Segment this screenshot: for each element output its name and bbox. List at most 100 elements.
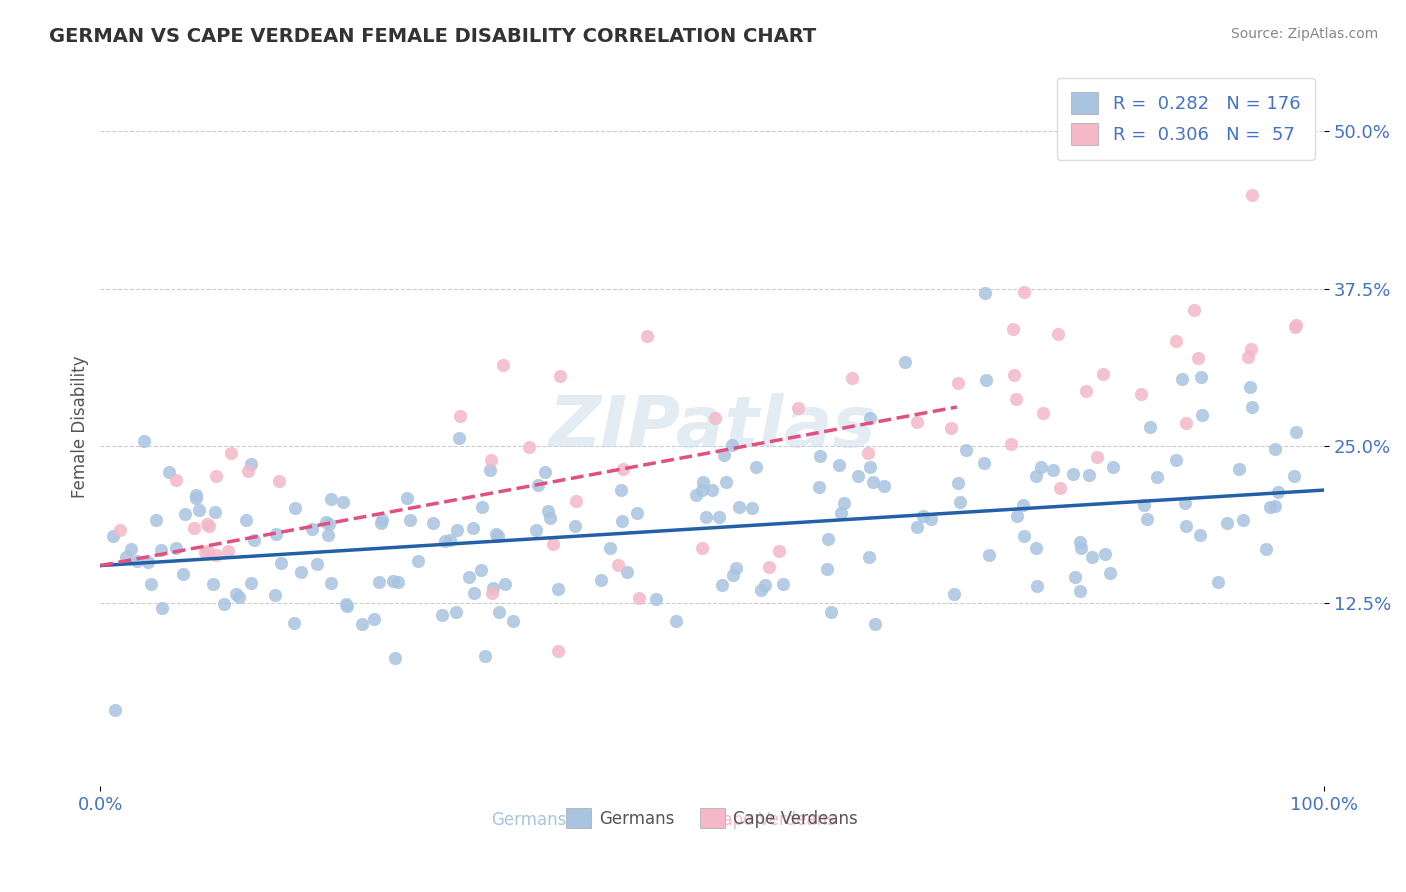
Point <box>134 434 156 449</box>
Point <box>1025 541 1047 556</box>
Point <box>692 541 714 555</box>
Point <box>387 575 409 590</box>
Point <box>316 527 339 541</box>
Point <box>728 500 751 514</box>
Point <box>449 409 471 423</box>
Point <box>120 541 142 556</box>
Point <box>1136 512 1159 526</box>
Point <box>217 544 239 558</box>
Point <box>828 458 851 473</box>
Point <box>225 587 247 601</box>
Point <box>946 376 969 391</box>
Point <box>702 483 724 498</box>
Point <box>810 449 832 463</box>
Point <box>1189 528 1212 542</box>
Point <box>195 517 218 532</box>
Point <box>352 617 374 632</box>
Point <box>685 488 707 502</box>
Point <box>1069 584 1091 599</box>
Point <box>183 521 205 535</box>
Point <box>1164 453 1187 467</box>
Point <box>711 578 734 592</box>
Point <box>1133 498 1156 512</box>
Point <box>564 494 586 508</box>
Point <box>1014 529 1036 543</box>
Point <box>1284 319 1306 334</box>
Point <box>188 503 211 517</box>
Point <box>920 511 942 525</box>
Point <box>463 586 485 600</box>
Text: ZIPatlas: ZIPatlas <box>548 392 876 462</box>
Point <box>905 520 928 534</box>
Point <box>1025 468 1047 483</box>
Point <box>1237 350 1260 364</box>
Legend: Germans, Cape Verdeans: Germans, Cape Verdeans <box>560 801 865 835</box>
Point <box>173 507 195 521</box>
Point <box>538 510 561 524</box>
Point <box>1005 508 1028 523</box>
Point <box>1029 460 1052 475</box>
Point <box>749 582 772 597</box>
Point <box>1240 342 1263 356</box>
Point <box>184 488 207 502</box>
Point <box>1189 369 1212 384</box>
Point <box>1284 469 1306 483</box>
Point <box>626 506 648 520</box>
Point <box>315 515 337 529</box>
Point <box>1130 387 1153 401</box>
Point <box>1174 496 1197 510</box>
Point <box>371 512 394 526</box>
Point <box>384 651 406 665</box>
Point <box>610 483 633 497</box>
Point <box>439 533 461 547</box>
Point <box>1264 499 1286 513</box>
Point <box>471 500 494 514</box>
Point <box>547 643 569 657</box>
Point <box>1139 419 1161 434</box>
Point <box>219 446 242 460</box>
Text: Cape Verdeans: Cape Verdeans <box>711 811 835 829</box>
Point <box>432 607 454 622</box>
Point <box>1004 368 1026 383</box>
Point <box>204 505 226 519</box>
Point <box>1227 461 1250 475</box>
Point <box>713 448 735 462</box>
Point <box>695 510 717 524</box>
Point <box>1241 400 1264 414</box>
Y-axis label: Female Disability: Female Disability <box>72 356 89 499</box>
Point <box>519 440 541 454</box>
Point <box>301 522 323 536</box>
Point <box>863 616 886 631</box>
Point <box>973 456 995 470</box>
Point <box>1182 302 1205 317</box>
Point <box>627 591 650 606</box>
Point <box>290 565 312 579</box>
Point <box>723 568 745 582</box>
Point <box>202 577 225 591</box>
Point <box>692 475 714 489</box>
Point <box>606 558 628 572</box>
Point <box>1091 367 1114 381</box>
Point <box>270 556 292 570</box>
Point <box>482 582 505 596</box>
Point <box>1256 542 1278 557</box>
Point <box>212 597 235 611</box>
Point <box>1239 380 1261 394</box>
Point <box>894 355 917 369</box>
Point <box>446 524 468 538</box>
Point <box>197 519 219 533</box>
Point <box>1166 334 1188 349</box>
Point <box>136 555 159 569</box>
Point <box>205 469 228 483</box>
Point <box>485 526 508 541</box>
Point <box>283 500 305 515</box>
Point <box>772 577 794 591</box>
Point <box>859 460 882 475</box>
Point <box>193 545 215 559</box>
Point <box>1174 416 1197 430</box>
Point <box>541 537 564 551</box>
Point <box>1085 450 1108 464</box>
Point <box>817 532 839 546</box>
Point <box>564 519 586 533</box>
Point <box>399 513 422 527</box>
